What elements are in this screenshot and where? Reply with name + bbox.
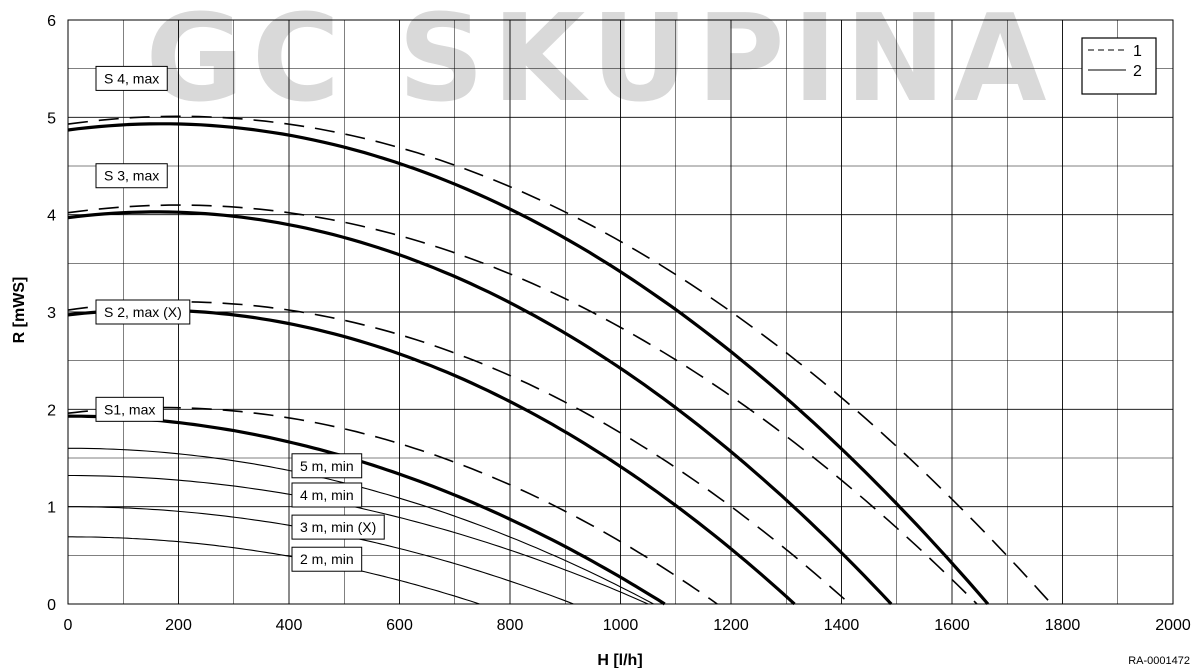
x-tick-label: 1000 xyxy=(603,617,639,634)
curve-label-box xyxy=(291,453,363,479)
x-tick-label: 800 xyxy=(497,617,524,634)
chart-ticks: 0 200 400 600 800 1000 1200 1400 1600 1800 2000012… xyxy=(47,13,1191,634)
curve-label: S 2, max (X) xyxy=(104,304,182,320)
curve-label-box xyxy=(95,396,164,422)
x-tick-label: 200 xyxy=(165,617,192,634)
curve-11 xyxy=(68,536,480,605)
x-tick-label: 1800 xyxy=(1045,617,1081,634)
y-tick-label: 6 xyxy=(47,13,56,30)
y-tick-label: 3 xyxy=(47,305,56,322)
curve-2 xyxy=(67,204,978,605)
curve-label-box xyxy=(95,163,168,189)
y-tick-label: 5 xyxy=(47,110,56,127)
curve-5 xyxy=(67,308,796,606)
curve-label: S1, max xyxy=(104,401,155,417)
x-tick-label: 1400 xyxy=(824,617,860,634)
legend-label-1: 1 xyxy=(1133,43,1142,60)
chart-curves xyxy=(67,115,1053,606)
watermark: GC SKUPINA xyxy=(146,0,1055,129)
curve-6 xyxy=(67,406,718,605)
curve-label-box xyxy=(95,299,191,325)
x-tick-label: 2000 xyxy=(1155,617,1191,634)
curve-label-box xyxy=(291,546,363,572)
y-tick-label: 4 xyxy=(47,208,56,225)
legend: 12 xyxy=(1081,37,1157,95)
curve-label: S 3, max xyxy=(104,168,159,184)
x-tick-label: 0 xyxy=(64,617,73,634)
y-tick-label: 1 xyxy=(47,500,56,517)
curve-7 xyxy=(67,414,666,606)
curve-3 xyxy=(67,210,893,606)
x-tick-label: 400 xyxy=(276,617,303,634)
y-axis-label: R [mWS] xyxy=(11,277,28,344)
reference-number: RA-0001472 xyxy=(1128,655,1190,667)
curve-label: 4 m, min xyxy=(300,487,354,503)
x-axis-label: H [l/h] xyxy=(597,652,642,668)
x-tick-label: 600 xyxy=(386,617,413,634)
curve-1 xyxy=(67,122,990,606)
plot-frame xyxy=(67,19,1174,605)
x-tick-label: 1200 xyxy=(713,617,749,634)
curve-label: 3 m, min (X) xyxy=(300,519,376,535)
legend-box xyxy=(1081,37,1157,95)
curve-label: 2 m, min xyxy=(300,551,354,567)
legend-label-2: 2 xyxy=(1133,63,1142,80)
curve-label: S 4, max xyxy=(104,70,159,86)
curve-label-box xyxy=(95,65,168,91)
curve-9 xyxy=(68,474,649,605)
x-tick-label: 1600 xyxy=(934,617,970,634)
y-tick-label: 0 xyxy=(47,597,56,614)
curve-label-box xyxy=(291,482,363,508)
chart-grid xyxy=(67,19,1174,605)
y-tick-label: 2 xyxy=(47,402,56,419)
curve-labels: S 4, max S 3, max S 2, max (X) S1, max 5 m, … xyxy=(95,65,385,572)
curve-label: 5 m, min xyxy=(300,458,354,474)
curve-label-box xyxy=(291,514,385,540)
curve-0 xyxy=(67,115,1053,605)
curve-4 xyxy=(67,301,851,605)
